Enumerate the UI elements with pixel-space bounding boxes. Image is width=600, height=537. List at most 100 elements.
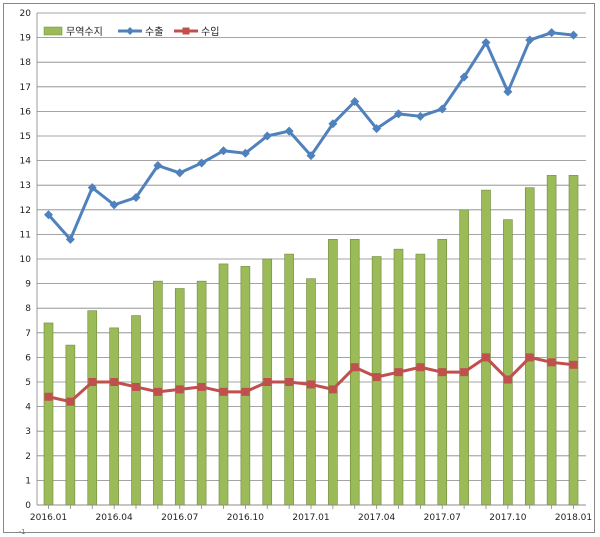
export-point (328, 119, 338, 129)
import-point (307, 380, 315, 389)
import-point (482, 353, 490, 362)
import-point (328, 385, 337, 394)
x-tick-label: 2016.10 (227, 513, 264, 523)
export-point (437, 104, 447, 114)
x-tick-label: 2017.04 (358, 513, 395, 523)
y-tick-label: 16 (20, 107, 32, 117)
bar-2018.01 (568, 175, 579, 506)
line-series (44, 28, 578, 406)
x-tick-label: 2017.10 (489, 513, 526, 523)
export-point (350, 97, 360, 107)
import-point (44, 392, 53, 401)
bar-2016.05 (131, 315, 141, 506)
import-point (525, 353, 534, 362)
bar-2017.11 (524, 187, 535, 506)
import-point (569, 360, 578, 369)
import-point (416, 363, 425, 372)
x-tick-label: 2016.04 (96, 513, 133, 523)
export-point (503, 87, 513, 97)
export-point (219, 146, 228, 156)
export-point (65, 234, 75, 244)
y-tick-label: 4 (25, 403, 31, 413)
import-point (547, 358, 556, 367)
export-point (175, 168, 185, 178)
export-point (44, 210, 53, 220)
bar-2016.02 (65, 344, 76, 506)
import-point (460, 368, 469, 377)
legend-swatch-bar (43, 26, 63, 36)
bar-2017.02 (328, 239, 338, 506)
bar-2016.08 (196, 280, 207, 506)
export-point (481, 38, 491, 48)
bar-2017.12 (546, 175, 557, 506)
chart-frame (3, 3, 595, 533)
y-tick-label: 0 (25, 501, 31, 511)
bar-2016.10 (240, 266, 251, 506)
y-tick-label: 15 (20, 132, 31, 142)
y-tick-label: 6 (25, 353, 31, 363)
x-tick-label: 2017.01 (292, 513, 329, 523)
bar-2016.09 (218, 263, 229, 506)
import-point (372, 373, 381, 382)
export-point (262, 131, 272, 141)
y-tick-label: 2 (25, 452, 31, 462)
import-point (438, 368, 447, 377)
bar-2016.07 (174, 288, 185, 506)
y-tick-label: 8 (25, 304, 31, 314)
import-point (219, 387, 228, 396)
export-point (153, 161, 163, 171)
import-point (132, 382, 140, 391)
bar-2017.01 (306, 278, 316, 506)
bar-2017.10 (503, 219, 513, 506)
x-tick-label: 2017.07 (424, 513, 461, 523)
y-tick-label: 10 (20, 255, 32, 265)
import-point (175, 385, 184, 394)
import-point (197, 382, 206, 391)
x-tick-label: 2016.07 (161, 513, 198, 523)
bar-2016.03 (87, 310, 98, 506)
export-point (415, 111, 425, 121)
import-point (66, 397, 75, 406)
y-tick-label: 5 (25, 378, 31, 388)
y-tick-label: 9 (25, 280, 31, 290)
export-point (372, 124, 382, 134)
bar-2017.05 (393, 248, 404, 506)
legend-marker-import (182, 27, 190, 35)
export-point (525, 35, 535, 45)
bar-2016.01 (43, 322, 54, 506)
import-point (394, 368, 403, 377)
y-tick-label: 19 (20, 34, 32, 44)
x-tick-label: 2018.01 (555, 513, 592, 523)
y-tick-label: 1 (25, 476, 31, 486)
y-tick-label: 12 (20, 206, 31, 216)
y-tick-label: 7 (25, 329, 31, 339)
import-point (350, 363, 359, 372)
import-point (110, 378, 119, 386)
legend-label-export: 수출 (145, 26, 163, 38)
export-point (569, 30, 578, 40)
legend-marker-export (126, 27, 134, 35)
y-tick-label: 14 (20, 157, 32, 167)
bar-2017.09 (481, 189, 491, 506)
bar-2017.08 (459, 209, 469, 506)
y-tick-label: 3 (25, 427, 31, 437)
export-point (109, 200, 119, 210)
export-point (547, 28, 557, 38)
export-point (240, 148, 250, 158)
legend: 무역수지 수출 수입 (43, 25, 219, 38)
export-point (394, 109, 403, 119)
import-point (503, 375, 512, 384)
import-point (153, 387, 162, 396)
import-point (88, 378, 97, 386)
import-point (263, 378, 272, 386)
y-tick-label: 11 (20, 230, 31, 240)
x-axis: 2016.01 2016.04 2016.07 2016.10 2017.01 2017.… (30, 504, 592, 523)
x-tick-label: 2016.01 (30, 513, 67, 523)
legend-label-bar: 무역수지 (66, 26, 103, 38)
legend-label-import: 수입 (201, 25, 219, 38)
bar-2016.04 (109, 327, 119, 506)
export-point (197, 158, 207, 168)
export-point (131, 193, 141, 202)
